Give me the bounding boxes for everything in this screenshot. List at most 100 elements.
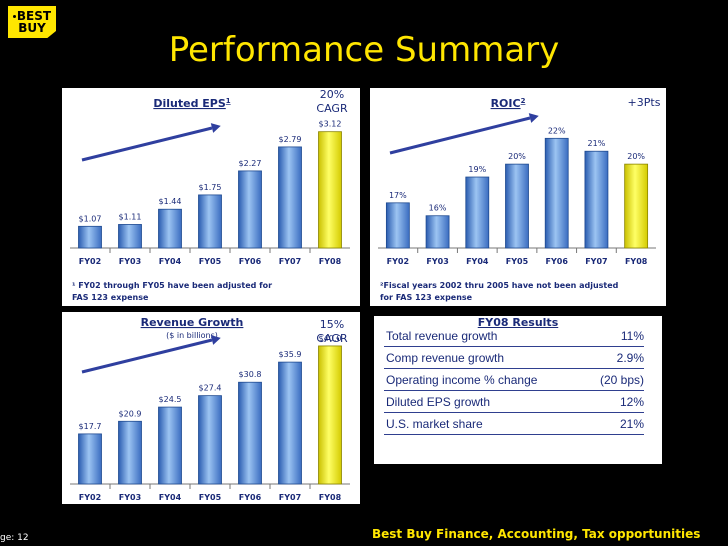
- bar: [198, 395, 222, 485]
- results-label: Operating income % change: [386, 373, 538, 387]
- tick-label: FY04: [466, 257, 489, 266]
- bar: [465, 176, 490, 249]
- bar: [544, 137, 569, 249]
- bar: [158, 406, 182, 485]
- bar: [118, 224, 142, 249]
- data-label: $2.79: [279, 135, 302, 144]
- data-label: 19%: [468, 165, 486, 174]
- trend-arrow-line: [81, 338, 213, 374]
- trend-arrow-head: [528, 113, 539, 123]
- tick-label: FY07: [585, 257, 607, 266]
- roic-chart: ROIC2 +3Pts17%FY0216%FY0319%FY0420%FY0522…: [378, 96, 661, 302]
- tick-label: FY05: [199, 493, 222, 502]
- data-label: $20.9: [119, 409, 142, 418]
- data-label: $17.7: [79, 422, 102, 431]
- chart-title-superscript: 2: [521, 97, 526, 105]
- data-label: $24.5: [159, 395, 182, 404]
- tick-label: FY03: [119, 257, 141, 266]
- revenue-chart: Revenue Growth ($ in billions) 15%CAGR $17.…: [70, 316, 350, 502]
- results-title: FY08 Results: [477, 316, 559, 329]
- bar: [118, 420, 142, 485]
- results-row: Diluted EPS growth 12%: [384, 392, 644, 413]
- data-label: 17%: [389, 191, 407, 200]
- tick-label: FY06: [239, 493, 262, 502]
- tick-label: FY06: [239, 257, 262, 266]
- data-label: 20%: [508, 152, 526, 161]
- tick-label: FY05: [199, 257, 222, 266]
- eps-chart-panel: Diluted EPS1 20% CAGR $1.07 FY02 $1.11 FY03 $1.…: [62, 88, 360, 306]
- results-label: Comp revenue growth: [386, 351, 505, 365]
- tick-label: FY05: [506, 257, 529, 266]
- results-value: 12%: [619, 395, 644, 409]
- bar: [425, 215, 450, 249]
- chart-footnote: for FAS 123 expense: [380, 293, 473, 302]
- chart-title: Revenue Growth: [141, 316, 244, 329]
- tick-label: FY07: [279, 257, 301, 266]
- cagr-callout: +3Pts: [628, 96, 661, 109]
- bar: [238, 381, 262, 485]
- results-row: Total revenue growth 11%: [384, 326, 644, 347]
- chart-footnote: ²Fiscal years 2002 thru 2005 have not be…: [380, 281, 619, 290]
- results-row: U.S. market share 21%: [384, 414, 644, 435]
- chart-footnote: ¹ FY02 through FY05 have been adjusted f…: [72, 281, 272, 290]
- chart-title: Diluted EPS1: [153, 97, 230, 110]
- bar: [385, 202, 410, 249]
- data-label: 16%: [429, 204, 447, 213]
- results-row: Comp revenue growth 2.9%: [384, 348, 644, 369]
- bar: [278, 361, 302, 485]
- data-label: 22%: [548, 126, 566, 135]
- trend-arrow-head: [210, 335, 221, 345]
- tick-label: FY02: [387, 257, 409, 266]
- results-label: Diluted EPS growth: [386, 395, 491, 409]
- cagr-callout: CAGR: [316, 102, 348, 115]
- trend-arrow-line: [81, 126, 213, 162]
- fy08-results-table: FY08 Results Total revenue growth 11% Co…: [374, 316, 662, 464]
- tick-label: FY08: [319, 257, 342, 266]
- bar: [584, 150, 609, 249]
- tick-label: FY08: [625, 257, 648, 266]
- bar: [278, 146, 302, 249]
- data-label: $30.8: [239, 370, 262, 379]
- tick-label: FY04: [159, 257, 182, 266]
- bar: [624, 163, 649, 249]
- data-label: $3.12: [319, 120, 342, 129]
- results-value: (20 bps): [599, 373, 644, 387]
- results-value: 11%: [620, 329, 644, 343]
- chart-footnote: FAS 123 expense: [72, 293, 149, 302]
- roic-chart-panel: ROIC2 +3Pts 17% FY02 16% FY03 19% FY04 20% FY05 22…: [370, 88, 666, 306]
- tick-label: FY02: [79, 257, 101, 266]
- data-label: 21%: [588, 139, 606, 148]
- data-label: $35.9: [279, 350, 302, 359]
- chart-title-superscript: 1: [226, 97, 231, 105]
- data-label: 20%: [627, 152, 645, 161]
- page-title: Performance Summary: [168, 30, 560, 70]
- trend-arrow-head: [210, 123, 221, 133]
- page-number: ge: 12: [0, 533, 29, 543]
- revenue-chart-panel: Revenue Growth ($ in billions) 15% CAGR $17.…: [62, 312, 360, 504]
- tick-label: FY08: [319, 493, 342, 502]
- results-label: U.S. market share: [386, 417, 483, 431]
- bar: [158, 208, 182, 249]
- data-label: $1.75: [199, 183, 222, 192]
- bar: [78, 225, 102, 249]
- bar: [238, 170, 262, 249]
- bar: [198, 194, 222, 249]
- data-label: $1.11: [119, 212, 142, 221]
- data-label: $2.27: [239, 159, 262, 168]
- data-label: $1.07: [79, 214, 102, 223]
- tick-label: FY06: [546, 257, 569, 266]
- results-row: Operating income % change (20 bps): [384, 370, 644, 391]
- tick-label: FY04: [159, 493, 182, 502]
- best-buy-logo: BEST BUY: [8, 6, 56, 38]
- results-label: Total revenue growth: [386, 329, 498, 343]
- bar: [318, 345, 342, 485]
- tick-label: FY02: [79, 493, 101, 502]
- eps-chart: Diluted EPS1 20%CAGR $1.07 FY02 $1.11 FY03 $1.…: [70, 88, 350, 302]
- footer-text: Best Buy Finance, Accounting, Tax opport…: [372, 527, 701, 541]
- bar: [78, 433, 102, 485]
- bar: [505, 163, 529, 249]
- results-value: 21%: [619, 417, 644, 431]
- results-value: 2.9%: [616, 351, 644, 365]
- tick-label: FY07: [279, 493, 301, 502]
- trend-arrow-line: [389, 116, 531, 155]
